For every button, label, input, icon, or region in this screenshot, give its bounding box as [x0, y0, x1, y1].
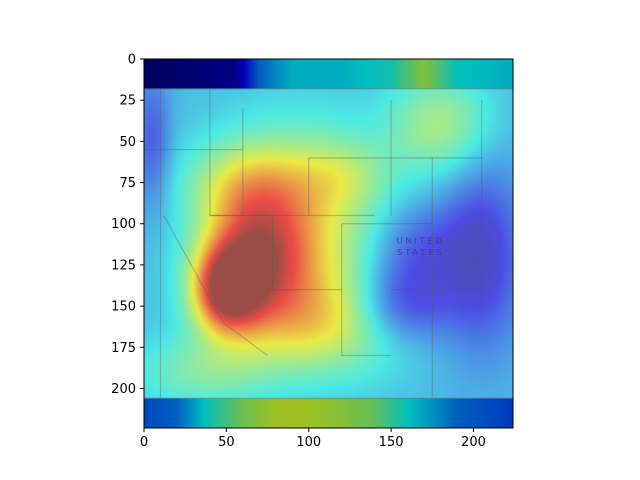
y-tick-label: 175 [111, 341, 136, 356]
heatmap-image [144, 59, 513, 428]
map-overlay: UNITED STATES [144, 88, 513, 399]
y-tick-label: 100 [111, 217, 136, 232]
x-tick-label: 200 [461, 435, 486, 450]
y-axis: 0 25 50 75 100 125 150 175 200 [111, 53, 144, 397]
y-tick-label: 125 [111, 258, 136, 273]
plot-area: UNITED STATES [143, 58, 514, 429]
y-tick-label: 200 [111, 382, 136, 397]
axes-frame [143, 58, 514, 429]
x-tick-label: 100 [296, 435, 321, 450]
x-tick-label: 0 [140, 435, 148, 450]
map-border-line [222, 322, 268, 356]
map-label: STATES [397, 248, 444, 257]
y-tick-label: 150 [111, 300, 136, 315]
x-tick-label: 50 [218, 435, 235, 450]
y-tick-label: 50 [119, 135, 136, 150]
y-tick-label: 0 [128, 53, 136, 68]
map-border-line [163, 215, 224, 323]
x-tick-label: 150 [379, 435, 404, 450]
x-axis: 0 50 100 150 200 [140, 428, 486, 450]
map-label: UNITED [397, 237, 445, 246]
y-tick-label: 75 [119, 176, 136, 191]
y-tick-label: 25 [119, 94, 136, 109]
